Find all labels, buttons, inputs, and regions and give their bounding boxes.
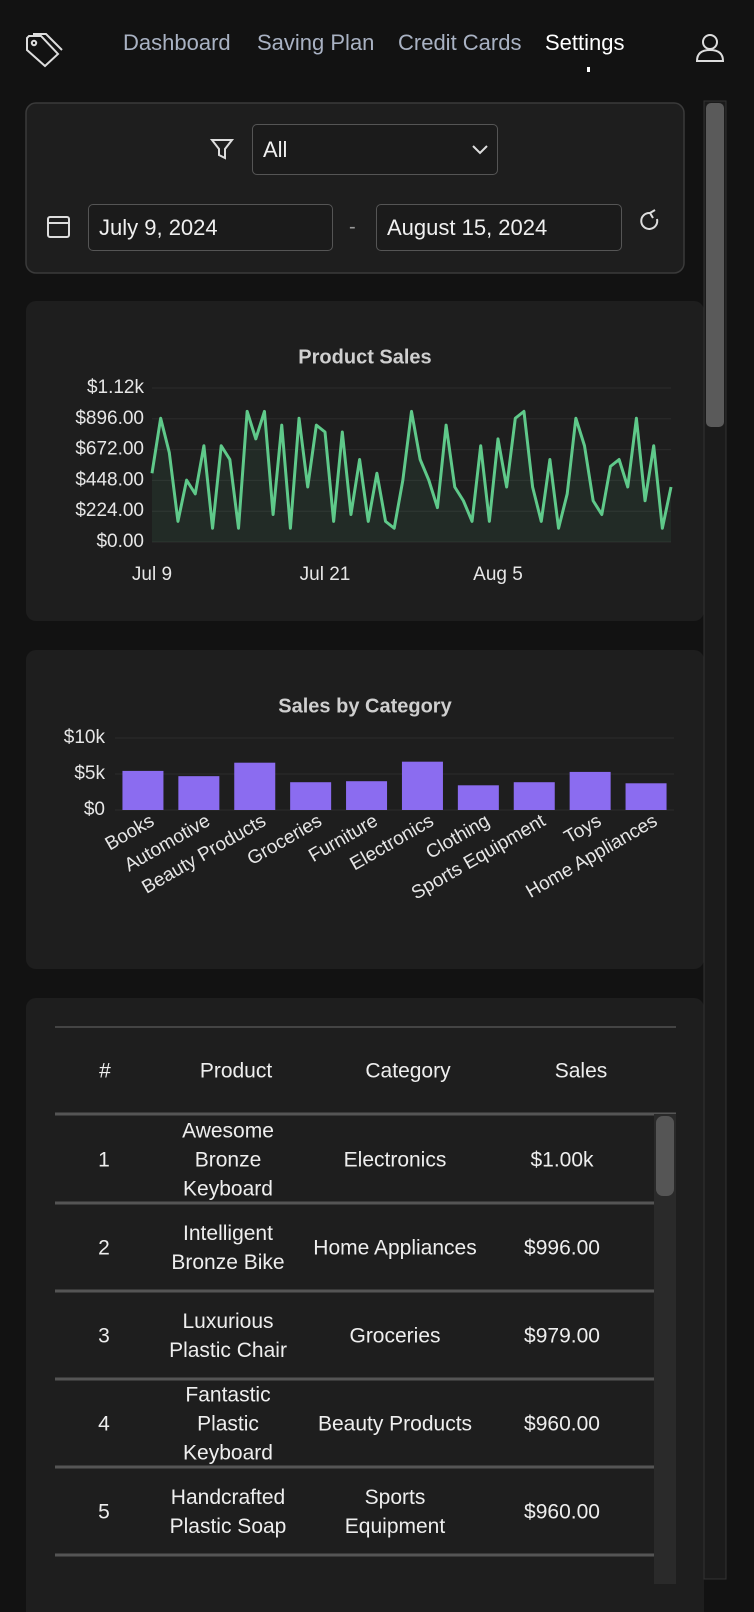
y-tick-label: $10k bbox=[64, 727, 106, 748]
select-value: All bbox=[263, 136, 288, 162]
y-tick-label: $224.00 bbox=[75, 500, 144, 521]
line-chart-card bbox=[26, 301, 704, 621]
bar bbox=[122, 770, 164, 810]
bar bbox=[569, 771, 611, 810]
column-header: Product bbox=[199, 1059, 273, 1083]
bar bbox=[457, 785, 499, 810]
table-cell: Beauty Products bbox=[317, 1412, 473, 1436]
table-cell: 3 bbox=[98, 1324, 110, 1348]
table-cell: Groceries bbox=[349, 1324, 441, 1348]
table-cell: Handcrafted Plastic Soap bbox=[169, 1486, 287, 1538]
y-tick-label: $1.12k bbox=[87, 377, 145, 398]
table-cell: $1.00k bbox=[530, 1148, 594, 1172]
y-tick-label: $0 bbox=[84, 799, 105, 820]
table-cell: Electronics bbox=[343, 1148, 447, 1172]
category-select[interactable]: All bbox=[252, 124, 498, 175]
area bbox=[152, 411, 671, 542]
nav-link[interactable]: Saving Plan bbox=[257, 30, 374, 55]
x-tick-label: Aug 5 bbox=[473, 564, 523, 585]
calendar-icon[interactable] bbox=[47, 216, 70, 238]
bar bbox=[401, 761, 443, 810]
user-icon[interactable] bbox=[695, 34, 725, 62]
column-header: # bbox=[99, 1059, 111, 1083]
nav-link[interactable]: Dashboard bbox=[123, 30, 231, 55]
page-scroll-thumb[interactable] bbox=[706, 103, 724, 427]
y-tick-label: $672.00 bbox=[75, 439, 144, 460]
table-cell: $960.00 bbox=[524, 1412, 600, 1436]
logo-icon[interactable] bbox=[26, 33, 63, 68]
chevron bbox=[472, 145, 488, 155]
y-tick-label: $896.00 bbox=[75, 408, 144, 429]
end-date: August 15, 2024 bbox=[387, 214, 548, 240]
chart-title: Sales by Category bbox=[278, 695, 452, 717]
chart-title: Product Sales bbox=[298, 346, 431, 368]
y-tick-label: $0.00 bbox=[96, 531, 144, 552]
x-tick-label: Jul 9 bbox=[132, 564, 172, 585]
start-date: July 9, 2024 bbox=[99, 214, 218, 240]
table-cell: Home Appliances bbox=[313, 1236, 477, 1260]
table-cell: 4 bbox=[98, 1412, 110, 1436]
filter-icon bbox=[209, 139, 235, 160]
active-indicator bbox=[587, 67, 590, 72]
table-cell: Sports Equipment bbox=[344, 1486, 446, 1538]
nav-link-active[interactable]: Settings bbox=[545, 30, 625, 55]
bar bbox=[234, 762, 276, 810]
bar bbox=[346, 781, 388, 810]
page-scrollbar[interactable] bbox=[703, 100, 727, 1580]
refresh-icon[interactable] bbox=[640, 209, 659, 230]
start-date-input[interactable]: July 9, 2024 bbox=[88, 204, 333, 251]
table-scroll-thumb[interactable] bbox=[656, 1116, 674, 1196]
table-card bbox=[26, 998, 704, 1612]
table-cell: Fantastic Plastic Keyboard bbox=[183, 1383, 273, 1465]
bar bbox=[290, 782, 332, 810]
table-cell: 5 bbox=[98, 1500, 110, 1524]
nav-link[interactable]: Credit Cards bbox=[398, 30, 521, 55]
bar bbox=[513, 782, 555, 810]
end-date-input[interactable]: August 15, 2024 bbox=[376, 204, 622, 251]
table-cell: Intelligent Bronze Bike bbox=[171, 1222, 285, 1274]
column-header: Category bbox=[365, 1059, 451, 1083]
table-cell: $996.00 bbox=[524, 1236, 600, 1260]
table-cell: Awesome Bronze Keyboard bbox=[182, 1119, 274, 1201]
bar bbox=[625, 783, 667, 810]
line bbox=[150, 409, 673, 530]
date-separator: - bbox=[349, 216, 356, 238]
x-tick-label: Jul 21 bbox=[300, 564, 351, 585]
table-cell: $979.00 bbox=[524, 1324, 600, 1348]
column-header: Sales bbox=[554, 1059, 608, 1083]
y-tick-label: $448.00 bbox=[75, 469, 144, 490]
table-cell: Luxurious Plastic Chair bbox=[169, 1310, 287, 1362]
table-cell: $960.00 bbox=[524, 1500, 600, 1524]
bar bbox=[178, 776, 220, 810]
table-scrollbar[interactable] bbox=[654, 1114, 676, 1584]
table-cell: 2 bbox=[98, 1236, 110, 1260]
table-cell: 1 bbox=[98, 1148, 110, 1172]
y-tick-label: $5k bbox=[74, 763, 105, 784]
